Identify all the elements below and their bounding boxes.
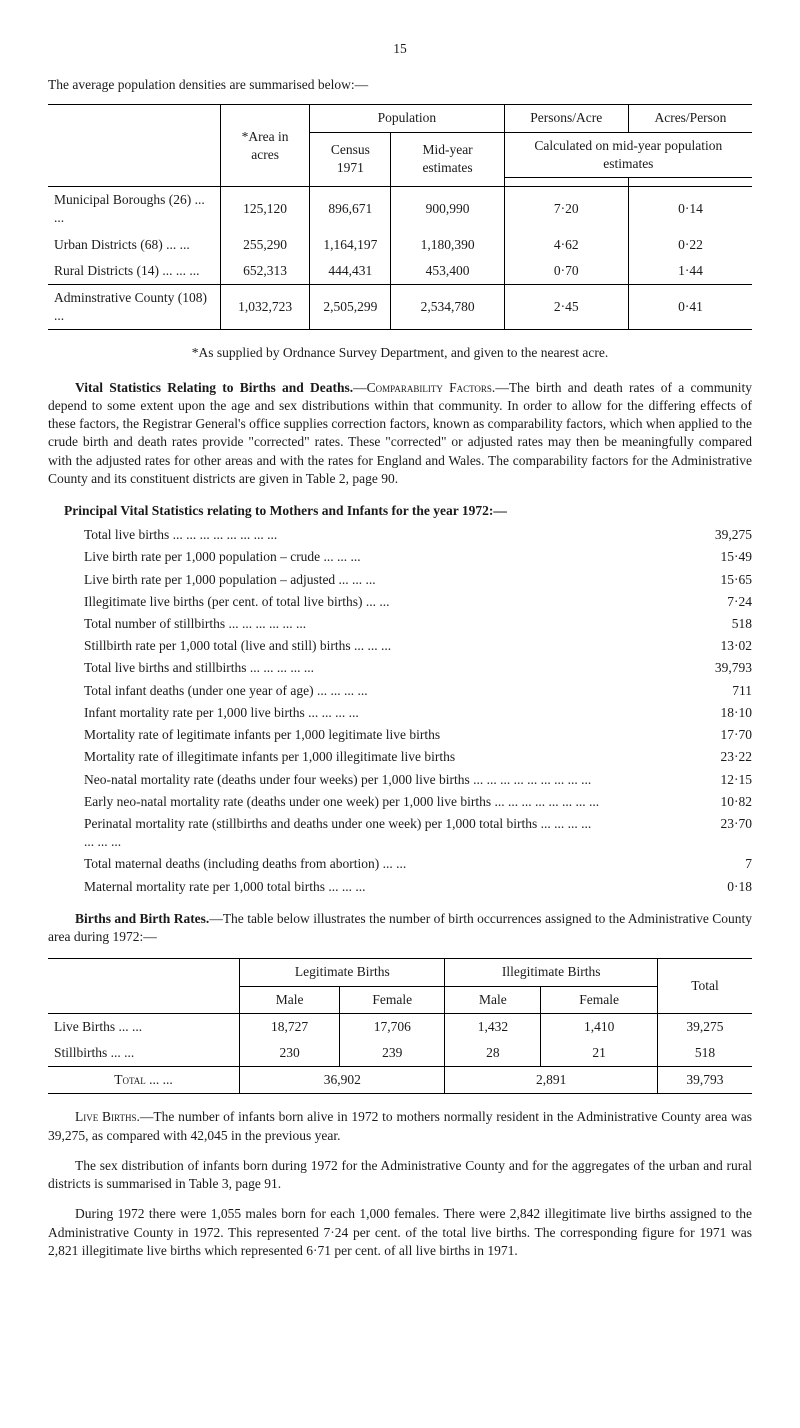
stat-row: Total number of stillbirths ... ... ... …: [84, 615, 752, 633]
table-row: Live Births ... ... 18,727 17,706 1,432 …: [48, 1013, 752, 1040]
col-acres-person: Acres/Person: [628, 105, 752, 132]
stat-row: Total live births and stillbirths ... ..…: [84, 659, 752, 677]
stat-row: Total infant deaths (under one year of a…: [84, 682, 752, 700]
stat-row: Total maternal deaths (including deaths …: [84, 855, 752, 873]
page-number: 15: [48, 40, 752, 58]
table-total-row: Total ... ... 36,902 2,891 39,793: [48, 1067, 752, 1094]
para-body: —The number of infants born alive in 197…: [48, 1109, 752, 1142]
para-heading: Births and Birth Rates.: [75, 911, 209, 926]
stats-block: Principal Vital Statistics relating to M…: [84, 502, 752, 896]
paragraph: Vital Statistics Relating to Births and …: [48, 379, 752, 488]
para-body: —The birth and death rates of a communit…: [48, 380, 752, 486]
density-table: *Area in acres Population Persons/Acre A…: [48, 104, 752, 330]
col-census: Census 1971: [310, 132, 391, 186]
col-population: Population: [310, 105, 504, 132]
col-persons-acre: Persons/Acre: [504, 105, 628, 132]
stats-heading: Principal Vital Statistics relating to M…: [64, 502, 752, 520]
col-female: Female: [541, 986, 658, 1013]
para-subheading: —Comparability Factors.: [353, 380, 495, 395]
intro-line: The average population densities are sum…: [48, 76, 752, 94]
col-area: *Area in acres: [220, 105, 309, 187]
births-table: Legitimate Births Illegitimate Births To…: [48, 958, 752, 1094]
paragraph: Births and Birth Rates.—The table below …: [48, 910, 752, 946]
col-female: Female: [340, 986, 445, 1013]
stat-row: Stillbirth rate per 1,000 total (live an…: [84, 637, 752, 655]
stat-row: Mortality rate of illegitimate infants p…: [84, 748, 752, 766]
para-heading: Vital Statistics Relating to Births and …: [75, 380, 353, 395]
table-row: Urban Districts (68) ... ... 255,290 1,1…: [48, 232, 752, 258]
stat-row: Maternal mortality rate per 1,000 total …: [84, 878, 752, 896]
paragraph: During 1972 there were 1,055 males born …: [48, 1205, 752, 1260]
col-illegitimate: Illegitimate Births: [445, 959, 658, 986]
table-row: Stillbirths ... ... 230 239 28 21 518: [48, 1040, 752, 1067]
col-legitimate: Legitimate Births: [240, 959, 445, 986]
stat-row: Neo-natal mortality rate (deaths under f…: [84, 771, 752, 789]
stat-row: Live birth rate per 1,000 population – a…: [84, 571, 752, 589]
table-row: Municipal Boroughs (26) ... ... 125,120 …: [48, 187, 752, 232]
table-row: Adminstrative County (108) ... 1,032,723…: [48, 284, 752, 329]
col-midyear: Mid-year estimates: [391, 132, 504, 186]
col-total: Total: [657, 959, 752, 1013]
stat-row: Live birth rate per 1,000 population – c…: [84, 548, 752, 566]
stat-row: Mortality rate of legitimate infants per…: [84, 726, 752, 744]
stat-row: Perinatal mortality rate (stillbirths an…: [84, 815, 752, 851]
stat-row: Illegitimate live births (per cent. of t…: [84, 593, 752, 611]
table-row: Rural Districts (14) ... ... ... 652,313…: [48, 258, 752, 285]
stat-row: Infant mortality rate per 1,000 live bir…: [84, 704, 752, 722]
col-calc-note: Calculated on mid-year population estima…: [504, 132, 752, 177]
para-heading: Live Births.: [75, 1109, 140, 1124]
table-footnote: *As supplied by Ordnance Survey Departme…: [48, 344, 752, 362]
stat-row: Total live births ... ... ... ... ... ..…: [84, 526, 752, 544]
paragraph: Live Births.—The number of infants born …: [48, 1108, 752, 1144]
col-male: Male: [240, 986, 340, 1013]
col-male: Male: [445, 986, 541, 1013]
paragraph: The sex distribution of infants born dur…: [48, 1157, 752, 1193]
stat-row: Early neo-natal mortality rate (deaths u…: [84, 793, 752, 811]
